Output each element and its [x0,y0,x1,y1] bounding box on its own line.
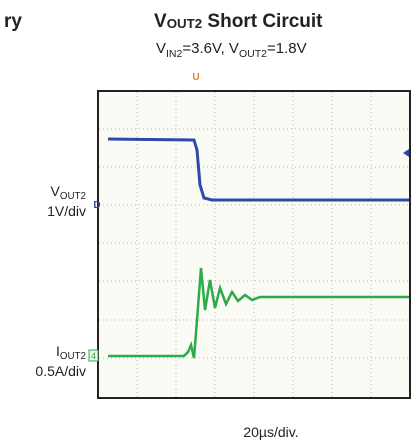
channel-name: VOUT2 [51,183,86,202]
scope-screen: U D 4 [89,72,410,398]
title-part: V [154,11,167,32]
subtitle-part: V [156,40,166,57]
cropped-title: ry [4,11,22,32]
trigger-marker: U [192,72,199,83]
channel-marker: 4 [91,351,96,361]
subtitle-part: =3.6V, V [182,40,239,57]
channel-marker: D [93,200,100,211]
timebase: 20µs/div. [243,424,298,440]
channel-name-sub: OUT2 [60,351,86,362]
title: VOUT2 Short Circuit [154,11,323,32]
subtitle: VIN2=3.6V, VOUT2=1.8V [156,40,307,60]
page: ry VOUT2 Short Circuit VIN2=3.6V, VOUT2=… [0,0,412,443]
subtitle-sub: IN2 [166,48,183,60]
channel-scale: 0.5A/div [35,363,86,379]
title-part: Short Circuit [202,11,323,32]
title-sub: OUT2 [167,16,202,31]
channel-name: IOUT2 [56,343,86,362]
channel-name-sub: OUT2 [60,191,86,202]
subtitle-sub: OUT2 [239,48,267,60]
channel-scale: 1V/div [47,203,86,219]
subtitle-part: =1.8V [267,40,307,57]
